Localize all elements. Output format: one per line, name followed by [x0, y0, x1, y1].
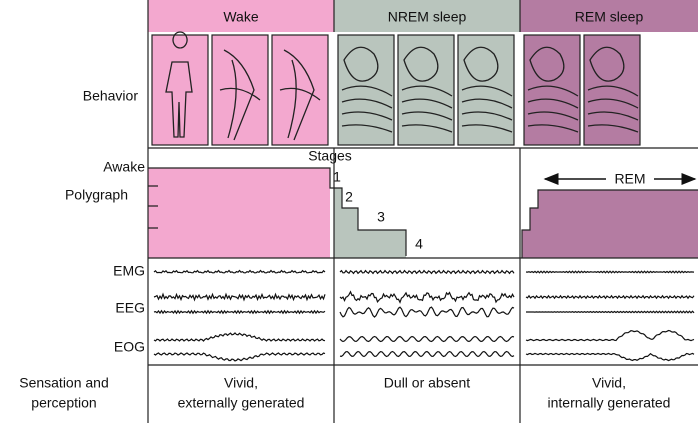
signal-trace [340, 292, 514, 303]
signal-trace [526, 271, 694, 273]
behavior-panel [338, 35, 394, 145]
behavior-panel [584, 35, 640, 145]
rem-polygraph [522, 190, 698, 258]
sensation-text: Vivid, [224, 375, 258, 391]
wake-polygraph [148, 168, 330, 258]
column-title: Wake [223, 9, 258, 25]
row-label: EMG [113, 263, 145, 279]
stages-label: Stages [308, 148, 352, 164]
behavior-panel [524, 35, 580, 145]
signal-trace [340, 307, 514, 317]
row-label: Behavior [83, 88, 139, 104]
signal-trace [154, 353, 325, 361]
signal-trace [340, 352, 514, 357]
signal-traces [154, 271, 694, 361]
row-label: Sensation and [19, 375, 109, 391]
sensation-text: internally generated [548, 395, 671, 411]
signal-trace [526, 296, 694, 298]
rem-label: REM [614, 171, 645, 187]
signal-trace [154, 311, 325, 313]
signal-trace [526, 353, 694, 360]
stage-number: 4 [415, 236, 423, 252]
signal-trace [340, 337, 514, 342]
signal-trace [154, 294, 325, 300]
behavior-panel [398, 35, 454, 145]
row-label: Awake [103, 159, 145, 175]
behavior-panel [458, 35, 514, 145]
signal-trace [154, 333, 325, 341]
row-label: perception [31, 395, 96, 411]
behavior-panels [152, 32, 640, 145]
stage-number: 2 [345, 189, 353, 205]
sensation-text: Dull or absent [384, 375, 470, 391]
signal-trace [340, 271, 514, 274]
sensation-text: Vivid, [592, 375, 626, 391]
stage-number: 3 [377, 209, 385, 225]
sleep-states-diagram: Wake NREM sleep REM sleep Behavior Awake… [0, 0, 698, 423]
row-label: EOG [114, 339, 145, 355]
signal-trace [526, 311, 694, 313]
signal-trace [154, 271, 325, 273]
sensation-text: externally generated [178, 395, 305, 411]
row-label: Polygraph [65, 187, 128, 203]
column-title: NREM sleep [388, 9, 467, 25]
signal-trace [526, 331, 694, 341]
column-title: REM sleep [575, 9, 644, 25]
row-label: EEG [115, 300, 145, 316]
